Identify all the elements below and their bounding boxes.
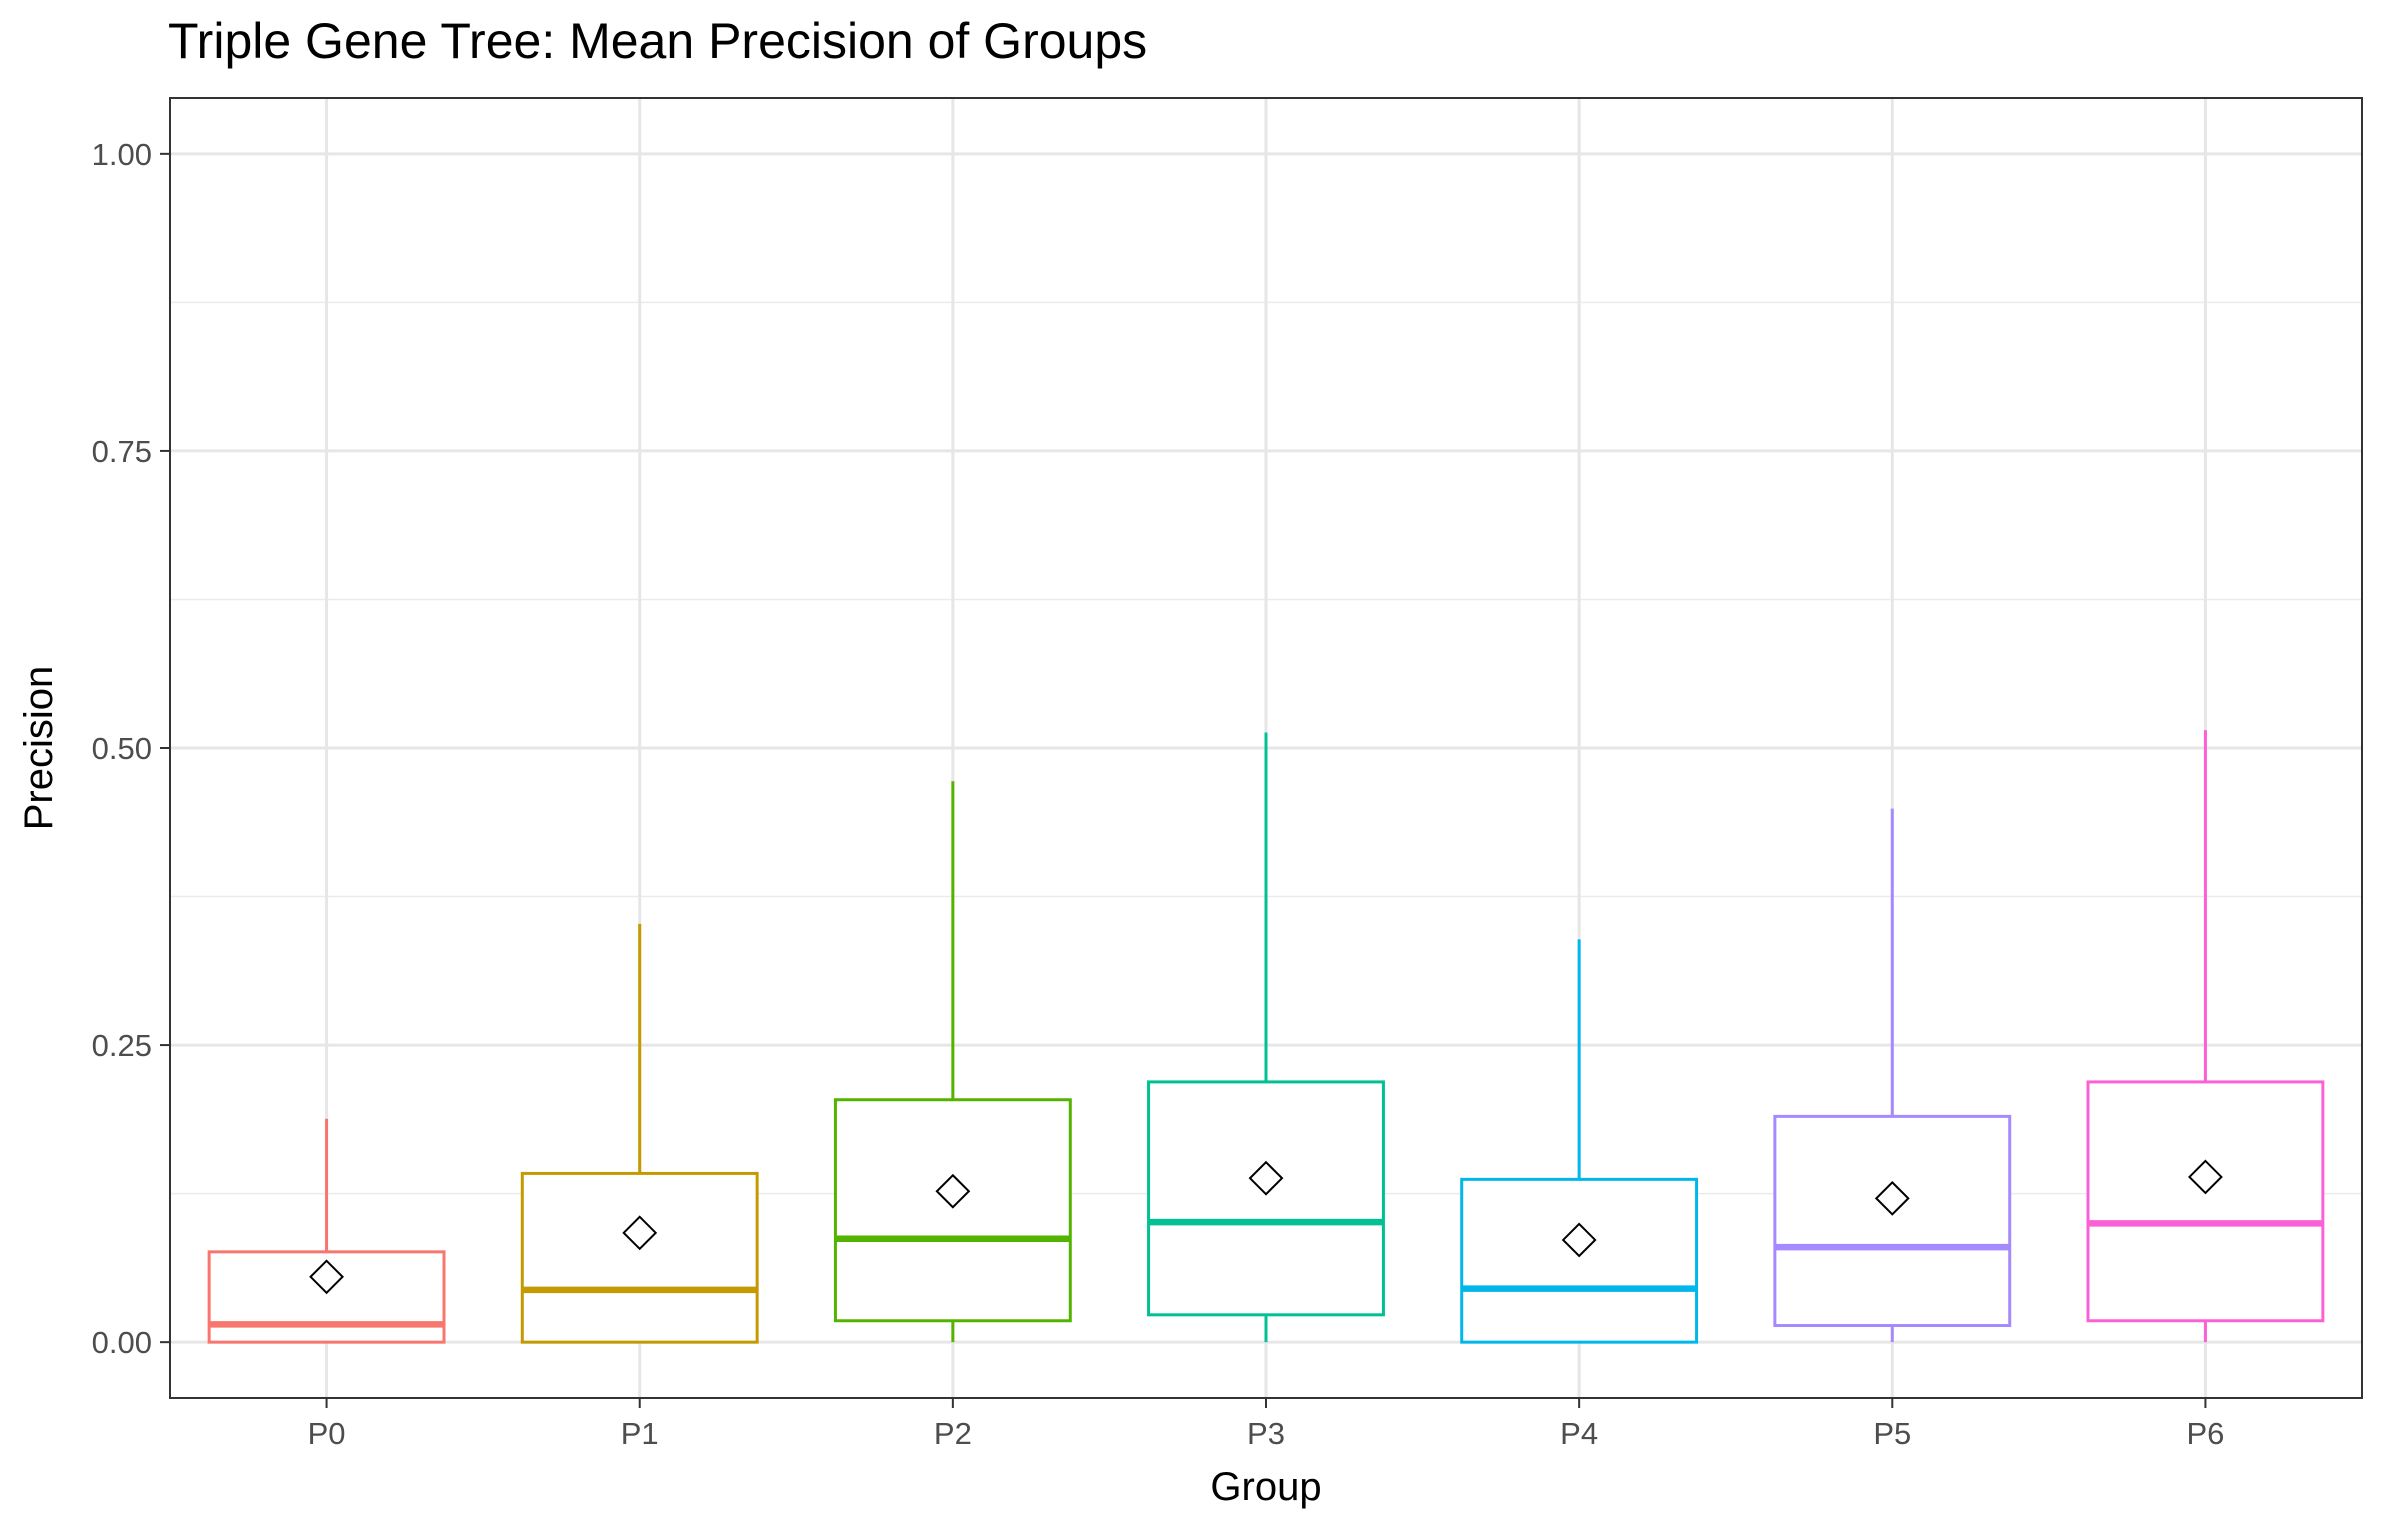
x-tick-label: P4 [1560, 1416, 1598, 1451]
iqr-box [1460, 1177, 1699, 1344]
mean-diamond-marker [1874, 1180, 1910, 1216]
boxes [207, 730, 2325, 1344]
iqr-box [833, 1098, 1072, 1323]
y-tick-label: 0.75 [92, 434, 152, 469]
x-tick-label: P2 [934, 1416, 972, 1451]
iqr-box [520, 1171, 759, 1344]
x-tick-label: P3 [1247, 1416, 1285, 1451]
y-tick-label: 0.25 [92, 1028, 152, 1063]
mean-diamond-marker [622, 1215, 658, 1251]
iqr-box [1147, 1080, 1385, 1317]
mean-diamond-marker [935, 1173, 971, 1209]
iqr-box [2086, 1080, 2325, 1323]
mean-diamond-marker [2188, 1159, 2223, 1195]
y-axis: 0.00 0.25 0.50 0.75 1.00 [92, 137, 170, 1360]
box-P3 [1147, 732, 1385, 1343]
mean-diamond-marker [1248, 1160, 1284, 1196]
x-tick-label: P0 [308, 1416, 346, 1451]
y-tick-label: 0.00 [92, 1325, 152, 1360]
box-P2 [833, 781, 1072, 1343]
iqr-box [1773, 1114, 2012, 1328]
box-P6 [2086, 730, 2325, 1343]
y-axis-title: Precision [17, 666, 61, 831]
y-tick-label: 1.00 [92, 137, 152, 172]
chart-title: Triple Gene Tree: Mean Precision of Grou… [168, 13, 1147, 69]
box-P5 [1773, 808, 2012, 1343]
x-axis: P0 P1 P2 P3 P4 P5 P6 [308, 1398, 2224, 1451]
x-axis-title: Group [1210, 1465, 1321, 1509]
mean-diamond-marker [1561, 1222, 1597, 1258]
iqr-box [207, 1250, 446, 1344]
x-tick-label: P5 [1873, 1416, 1911, 1451]
box-P0 [207, 1118, 446, 1344]
x-tick-label: P1 [621, 1416, 659, 1451]
x-tick-label: P6 [2186, 1416, 2224, 1451]
y-tick-label: 0.50 [92, 731, 152, 766]
box-P4 [1460, 939, 1699, 1344]
mean-diamond-marker [309, 1259, 344, 1295]
box-P1 [520, 923, 759, 1344]
